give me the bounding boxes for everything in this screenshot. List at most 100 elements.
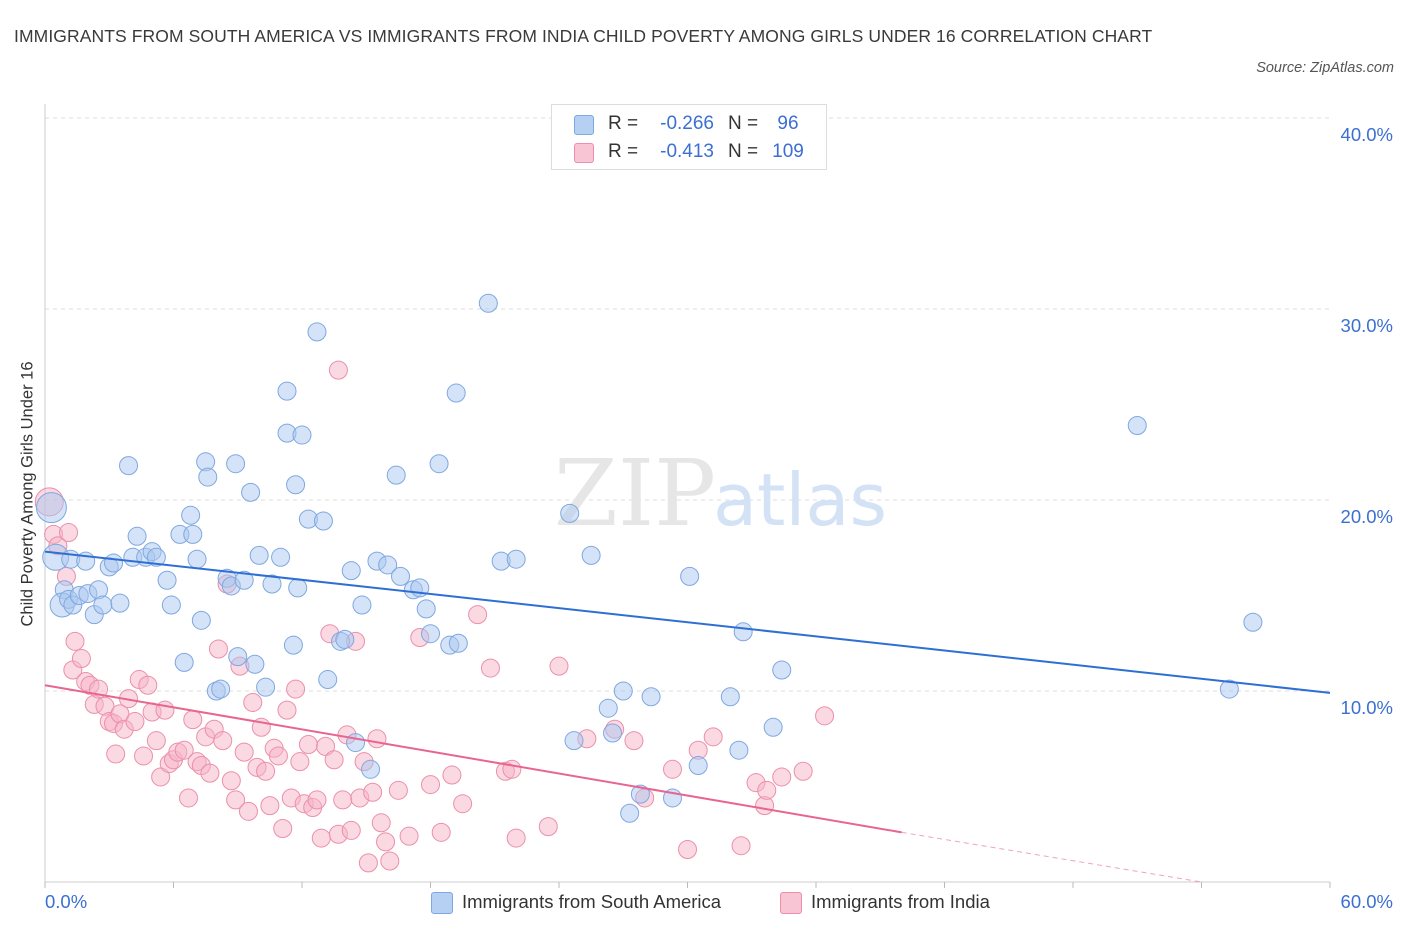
data-point-south-america bbox=[271, 547, 291, 567]
data-point-india bbox=[59, 522, 79, 542]
data-point-india bbox=[731, 836, 751, 856]
data-point-india bbox=[341, 820, 361, 840]
data-point-south-america bbox=[564, 731, 584, 751]
data-point-south-america bbox=[234, 570, 254, 590]
data-point-south-america bbox=[211, 679, 231, 699]
trend-line-india-extension bbox=[901, 831, 1202, 883]
trend-line-india bbox=[44, 684, 902, 834]
data-point-india bbox=[663, 759, 683, 779]
data-point-india bbox=[333, 790, 353, 810]
data-point-south-america bbox=[446, 383, 466, 403]
data-point-india bbox=[399, 826, 419, 846]
data-point-india bbox=[134, 746, 154, 766]
data-point-south-america bbox=[292, 425, 312, 445]
data-point-south-america bbox=[720, 687, 740, 707]
data-point-india bbox=[221, 771, 241, 791]
data-point-south-america bbox=[313, 511, 333, 531]
bottom-legend-swatch-pink bbox=[780, 892, 802, 914]
legend-r-value: -0.413 bbox=[660, 141, 714, 162]
data-point-india bbox=[480, 658, 500, 678]
data-point-india bbox=[442, 765, 462, 785]
data-point-india bbox=[268, 746, 288, 766]
legend-n-label: N = bbox=[728, 141, 759, 162]
data-point-india bbox=[316, 736, 336, 756]
watermark: ZIP atlas bbox=[554, 440, 887, 547]
data-point-south-america bbox=[581, 545, 601, 565]
data-point-india bbox=[183, 710, 203, 730]
data-point-south-america bbox=[256, 677, 276, 697]
data-point-india bbox=[421, 775, 440, 795]
trend-lines bbox=[44, 550, 1331, 883]
data-point-south-america bbox=[361, 759, 381, 779]
data-point-south-america bbox=[1127, 416, 1147, 436]
data-point-india bbox=[286, 679, 306, 699]
data-point-south-america bbox=[729, 740, 749, 760]
data-point-south-america bbox=[146, 547, 166, 567]
source-label: Source: ZipAtlas.com bbox=[1256, 60, 1394, 76]
legend-n-value: 96 bbox=[777, 113, 799, 134]
data-point-south-america bbox=[307, 322, 327, 342]
data-point-south-america bbox=[772, 660, 792, 680]
y-tick-label: 10.0% bbox=[1341, 697, 1393, 718]
data-point-india bbox=[178, 788, 198, 808]
data-point-south-america bbox=[1243, 612, 1263, 632]
data-point-india bbox=[311, 828, 331, 848]
data-point-south-america bbox=[245, 654, 265, 674]
data-point-india bbox=[273, 819, 293, 839]
data-point-south-america bbox=[448, 633, 468, 653]
data-point-india bbox=[371, 813, 391, 833]
data-point-south-america bbox=[127, 526, 147, 546]
legend-r-label: R = bbox=[608, 113, 639, 134]
data-point-india bbox=[200, 763, 220, 783]
data-point-south-america bbox=[598, 698, 618, 718]
data-point-south-america bbox=[688, 755, 708, 775]
data-point-south-america bbox=[603, 723, 623, 743]
data-point-south-america bbox=[249, 545, 269, 565]
data-point-india bbox=[793, 761, 813, 781]
tick-labels: 10.0% 20.0% 30.0% 40.0% 0.0% 60.0% bbox=[45, 124, 1393, 912]
trend-line-south-america bbox=[44, 550, 1331, 694]
data-point-south-america bbox=[1219, 679, 1239, 699]
data-point-south-america bbox=[161, 595, 181, 615]
data-point-south-america bbox=[335, 629, 355, 649]
data-point-india bbox=[324, 750, 344, 770]
data-point-india bbox=[151, 767, 171, 787]
data-point-south-america bbox=[429, 454, 449, 474]
data-point-india bbox=[106, 744, 126, 764]
data-point-india bbox=[256, 761, 276, 781]
data-point-south-america bbox=[35, 492, 67, 524]
data-point-india bbox=[71, 649, 91, 669]
data-point-south-america bbox=[183, 524, 203, 544]
data-point-india bbox=[125, 712, 145, 732]
data-point-india bbox=[208, 639, 228, 659]
data-point-india bbox=[174, 740, 194, 760]
data-point-south-america bbox=[733, 622, 753, 642]
data-point-india bbox=[328, 360, 348, 380]
data-point-india bbox=[238, 801, 258, 821]
data-point-south-america bbox=[174, 652, 194, 672]
data-point-india bbox=[380, 851, 400, 871]
data-point-south-america bbox=[110, 593, 130, 613]
legend-r-value: -0.266 bbox=[660, 113, 714, 134]
data-point-india bbox=[363, 782, 383, 802]
x-tick-label: 0.0% bbox=[45, 891, 87, 912]
data-point-south-america bbox=[228, 647, 248, 667]
data-point-south-america bbox=[620, 803, 640, 823]
bottom-legend-label: Immigrants from India bbox=[811, 891, 990, 912]
x-tick-label: 60.0% bbox=[1341, 891, 1393, 912]
data-point-india bbox=[453, 794, 473, 814]
data-point-south-america bbox=[119, 456, 139, 476]
data-point-south-america bbox=[378, 555, 398, 575]
data-point-south-america bbox=[386, 465, 406, 485]
data-point-south-america bbox=[560, 503, 580, 523]
data-point-south-america bbox=[187, 549, 207, 569]
data-point-india bbox=[298, 734, 318, 754]
data-point-south-america bbox=[277, 381, 297, 401]
data-point-india bbox=[226, 790, 246, 810]
bottom-legend-label: Immigrants from South America bbox=[462, 891, 722, 912]
data-point-india bbox=[234, 742, 254, 762]
data-point-india bbox=[431, 822, 451, 842]
data-point-south-america bbox=[241, 482, 261, 502]
data-point-south-america bbox=[613, 681, 633, 701]
